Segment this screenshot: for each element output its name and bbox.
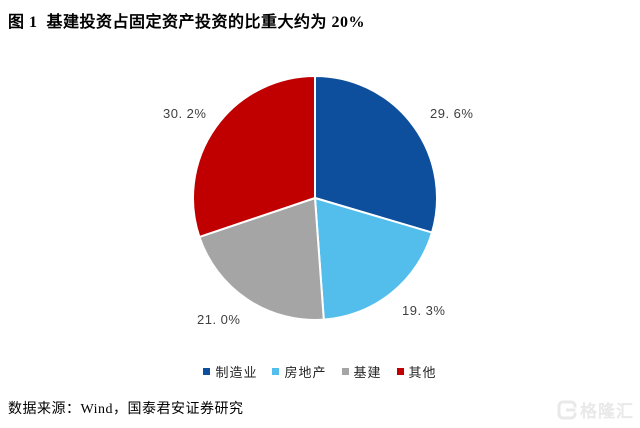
legend-label: 其他 xyxy=(408,365,437,380)
watermark: 格隆汇 xyxy=(557,397,634,422)
legend-item-其他: 其他 xyxy=(396,362,437,381)
legend-label: 基建 xyxy=(353,365,382,380)
pie-slice-其他 xyxy=(192,75,316,238)
pie-slice-房地产 xyxy=(314,197,433,321)
watermark-label: 格隆汇 xyxy=(580,402,634,421)
legend-item-基建: 基建 xyxy=(341,362,382,381)
pie-slice-label-制造业: 29. 6% xyxy=(430,106,474,121)
pie-slice-label-基建: 21. 0% xyxy=(197,312,241,327)
legend-label: 房地产 xyxy=(284,365,327,380)
chart-title: 图 1 基建投资占固定资产投资的比重大约为 20% xyxy=(8,14,366,31)
legend-item-房地产: 房地产 xyxy=(272,362,326,381)
pie-slice-制造业 xyxy=(314,75,438,234)
pie-slice-基建 xyxy=(198,197,325,321)
pie-slice-label-其他: 30. 2% xyxy=(163,106,207,121)
data-source-note: 数据来源：Wind，国泰君安证券研究 xyxy=(8,402,244,417)
legend-swatch-icon xyxy=(341,368,349,375)
legend-swatch-icon xyxy=(396,368,404,375)
chart-legend: 制造业 房地产 基建 其他 xyxy=(0,362,640,381)
gelonghui-g-icon xyxy=(557,400,577,419)
legend-swatch-icon xyxy=(203,368,211,375)
pie-slice-label-房地产: 19. 3% xyxy=(402,303,446,318)
legend-label: 制造业 xyxy=(215,365,258,380)
legend-swatch-icon xyxy=(272,368,280,375)
legend-item-制造业: 制造业 xyxy=(203,362,257,381)
